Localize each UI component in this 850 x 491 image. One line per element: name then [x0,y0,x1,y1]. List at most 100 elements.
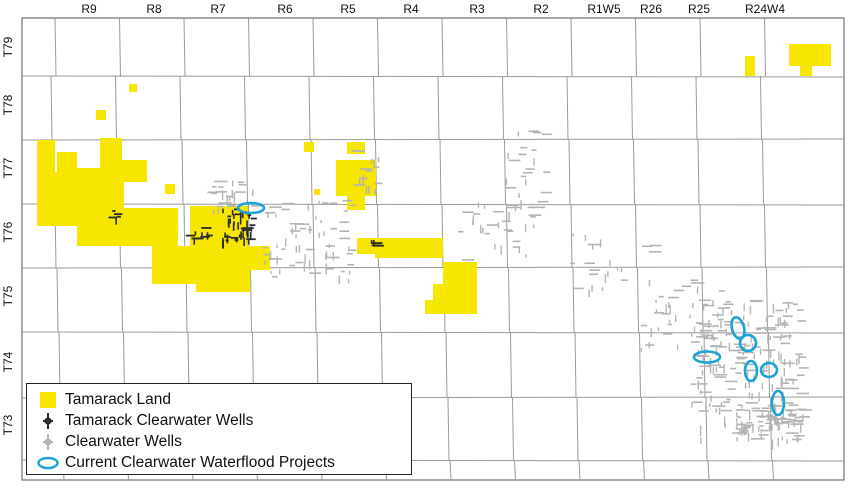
land-parcel [57,152,77,172]
range-line [250,267,252,333]
range-label: R8 [146,2,162,16]
range-line [772,459,774,481]
township-label: T73 [1,414,15,435]
range-line [244,75,246,141]
township-labels: T79 T78 T77 T76 T75 T74 T73 [1,36,15,435]
range-line [707,459,710,481]
tamarack-land-layer [37,44,831,314]
legend-label: Current Clearwater Waterflood Projects [65,453,335,471]
township-line [21,138,845,141]
range-line [578,459,581,481]
township-label: T74 [1,351,15,372]
township-grid [21,17,845,481]
range-label: R5 [340,2,356,16]
legend-label: Tamarack Land [65,390,171,408]
range-line [512,397,514,461]
range-line [314,267,317,333]
range-line [312,17,315,77]
township-label: T76 [1,221,15,242]
range-line [445,331,448,399]
range-line [635,17,637,77]
range-label: R7 [210,2,226,16]
land-parcel [789,44,831,66]
range-line [570,17,573,77]
land-parcel [314,189,320,195]
township-line [21,203,845,206]
range-line [119,17,121,77]
range-label: R2 [533,2,549,16]
waterflood-project [770,389,786,417]
range-line [449,459,452,481]
range-line [641,397,643,461]
township-label: T77 [1,157,15,178]
range-line [308,75,311,141]
range-line [633,139,635,205]
land-parcel [425,300,455,314]
township-line [21,331,845,334]
range-line [639,331,641,399]
range-line [764,17,766,77]
land-parcel [304,142,314,152]
range-label: R26 [640,2,662,16]
township-label: T78 [1,94,15,115]
range-labels: R9 R8 R7 R6 R5 R4 R3 R2 R1W5 R26 R25 R24W4 [81,2,785,16]
township-label: T79 [1,36,15,57]
range-line [179,75,182,141]
land-parcel [800,64,812,76]
range-line [697,139,700,205]
land-parcel [400,238,412,248]
land-parcel [152,258,196,284]
range-line [766,267,768,333]
range-line [506,203,508,269]
range-line [574,331,577,399]
range-label: R25 [688,2,710,16]
range-line [437,75,440,141]
range-line [312,203,315,269]
range-line [504,139,506,205]
range-line [570,203,573,269]
range-line [566,75,569,141]
range-line [373,75,375,141]
range-line [635,203,637,269]
range-line [508,267,510,333]
range-line [50,75,53,141]
land-parcel [37,172,77,226]
waterflood-projects-layer [236,201,786,417]
range-line [760,75,762,141]
range-line [510,331,512,399]
map-legend: Tamarack Land Tamarack Clearwater Wells [26,383,412,475]
land-parcel [165,184,175,194]
legend-item-tamarack-wells: Tamarack Clearwater Wells [37,410,401,431]
dark-well-icon [37,412,59,430]
range-line [637,267,639,333]
land-parcel [745,56,755,76]
range-line [181,139,184,205]
legend-item-tamarack-land: Tamarack Land [37,389,401,410]
land-parcel [77,208,178,246]
land-parcel [37,140,55,172]
clearwater-wells-layer [207,130,813,450]
range-line [447,397,450,461]
range-line [54,17,57,77]
range-line [514,459,516,481]
range-line [572,267,575,333]
land-parcel [96,110,106,120]
tamarack-wells-layer [108,208,384,249]
land-parcel [347,142,365,154]
range-label: R3 [469,2,485,16]
range-line [703,331,706,399]
blue-ellipse-icon [37,454,59,472]
range-line [643,459,645,481]
range-line [699,17,702,77]
range-line [439,139,442,205]
township-line [21,75,845,78]
legend-item-clearwater-wells: Clearwater Wells [37,431,401,452]
waterflood-project [236,201,266,215]
range-label: R24W4 [745,2,785,16]
legend-item-waterflood-projects: Current Clearwater Waterflood Projects [37,452,401,473]
land-parcel [100,138,122,168]
waterflood-project [743,359,759,383]
range-line [56,267,59,333]
range-line [115,75,117,141]
range-line [121,267,123,333]
